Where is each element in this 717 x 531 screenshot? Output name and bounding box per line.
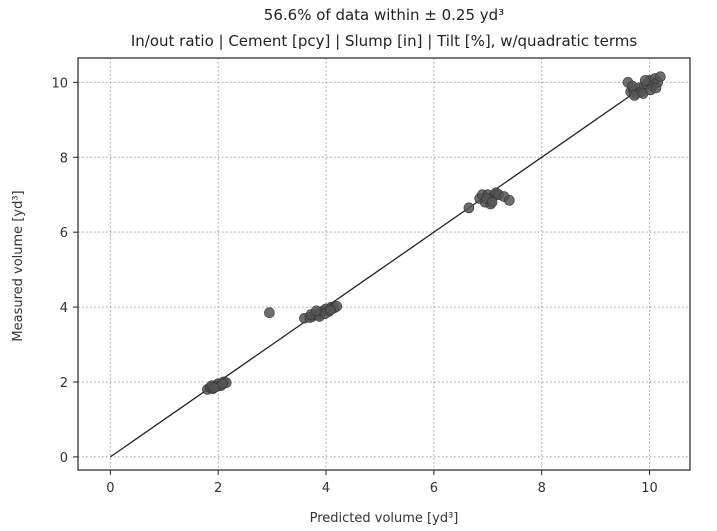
data-point [655,72,665,82]
data-point [264,308,274,318]
data-point [640,75,650,85]
data-point [487,197,497,207]
reference-line [110,82,649,457]
data-point [464,203,474,213]
x-tick-label: 0 [106,481,114,496]
x-tick-label: 2 [214,481,222,496]
y-tick-label: 2 [60,376,68,391]
data-point [629,90,639,100]
reference-line-group [110,82,649,457]
y-tick-label: 4 [60,301,68,316]
x-tick-label: 4 [322,481,330,496]
data-point [627,81,637,91]
grid [78,58,690,470]
y-axis-ticks: 0 2 4 6 8 10 [51,76,78,466]
data-point [209,383,219,393]
y-tick-label: 10 [51,76,68,91]
data-point [651,83,661,93]
x-tick-label: 6 [430,481,438,496]
data-point [504,195,514,205]
x-tick-label: 10 [641,481,658,496]
x-axis-label: Predicted volume [yd³] [310,511,459,526]
y-tick-label: 8 [60,151,68,166]
data-point [311,306,321,316]
y-axis-label: Measured volume [yd³] [11,190,26,341]
x-axis-ticks: 0 2 4 6 8 10 [106,470,658,496]
plot-frame [78,58,690,470]
y-tick-label: 0 [60,451,68,466]
y-tick-label: 6 [60,226,68,241]
x-tick-label: 8 [538,481,546,496]
data-point [325,305,335,315]
chart-title-line1: 56.6% of data within ± 0.25 yd³ [264,6,504,24]
chart-title-line2: In/out ratio | Cement [pcy] | Slump [in]… [131,32,637,50]
